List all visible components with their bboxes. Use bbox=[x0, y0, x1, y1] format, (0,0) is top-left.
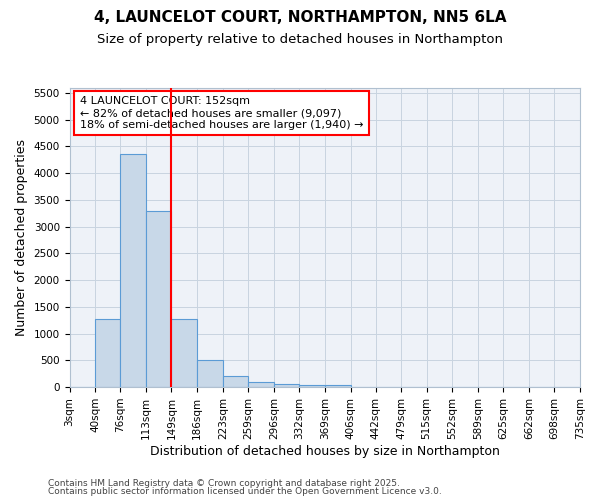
Bar bbox=[325, 386, 350, 387]
Bar bbox=[95, 319, 121, 387]
Y-axis label: Number of detached properties: Number of detached properties bbox=[15, 139, 28, 336]
Bar bbox=[172, 318, 197, 387]
X-axis label: Distribution of detached houses by size in Northampton: Distribution of detached houses by size … bbox=[150, 444, 500, 458]
Bar bbox=[248, 382, 274, 387]
Bar bbox=[299, 385, 325, 387]
Text: Size of property relative to detached houses in Northampton: Size of property relative to detached ho… bbox=[97, 32, 503, 46]
Bar bbox=[121, 154, 146, 387]
Bar bbox=[223, 376, 248, 387]
Bar bbox=[274, 384, 299, 387]
Bar bbox=[197, 360, 223, 387]
Text: 4 LAUNCELOT COURT: 152sqm
← 82% of detached houses are smaller (9,097)
18% of se: 4 LAUNCELOT COURT: 152sqm ← 82% of detac… bbox=[80, 96, 363, 130]
Text: Contains HM Land Registry data © Crown copyright and database right 2025.: Contains HM Land Registry data © Crown c… bbox=[48, 478, 400, 488]
Text: 4, LAUNCELOT COURT, NORTHAMPTON, NN5 6LA: 4, LAUNCELOT COURT, NORTHAMPTON, NN5 6LA bbox=[94, 10, 506, 25]
Text: Contains public sector information licensed under the Open Government Licence v3: Contains public sector information licen… bbox=[48, 487, 442, 496]
Bar bbox=[146, 210, 172, 387]
